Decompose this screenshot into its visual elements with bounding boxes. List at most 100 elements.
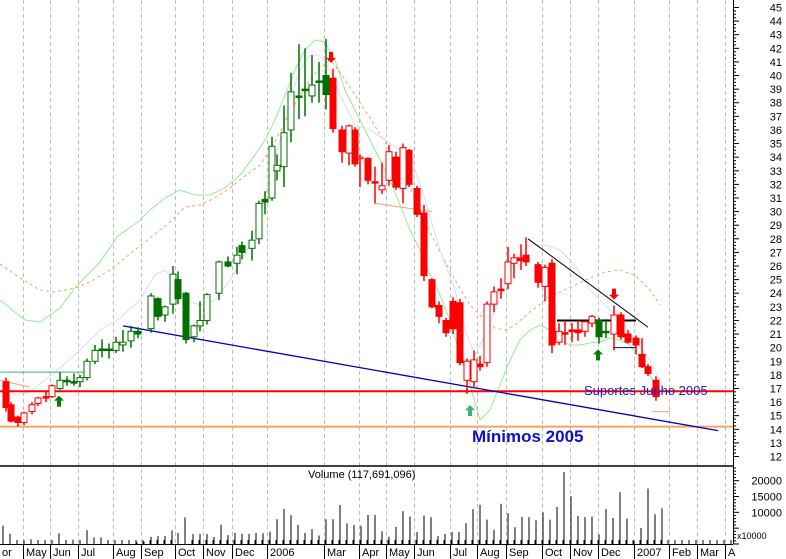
price-tick-label: 27: [770, 247, 782, 259]
price-tick-label: 40: [770, 71, 782, 83]
support-lines: [0, 390, 733, 428]
resistance-segment: [374, 202, 433, 213]
candle-body: [497, 288, 505, 292]
price-tick-label: 28: [770, 234, 782, 246]
month-label: Jun: [417, 547, 435, 559]
price-tick-label: 42: [770, 43, 782, 55]
candle-body: [356, 156, 364, 160]
price-tick-label: 16: [770, 397, 782, 409]
price-tick-label: 36: [770, 125, 782, 137]
candle-body: [638, 353, 646, 368]
month-label: Mar: [327, 547, 346, 559]
candle-body: [588, 315, 596, 324]
candle-body: [534, 264, 542, 283]
candle-body: [617, 314, 625, 338]
candle-body: [504, 261, 512, 285]
candle-body: [203, 294, 211, 321]
candle-body: [463, 360, 471, 381]
candle-body: [112, 341, 120, 351]
candle-body: [91, 349, 99, 362]
month-label: A: [728, 547, 736, 559]
candle-body: [295, 95, 303, 98]
candle-body: [345, 125, 353, 154]
volume-tick-label: 10000: [751, 507, 782, 519]
price-tick-label: 32: [770, 179, 782, 191]
candle-body: [476, 363, 484, 368]
price-tick-label: 34: [770, 152, 782, 164]
candle-body: [428, 279, 436, 308]
month-label: Dec: [235, 547, 255, 559]
candle-body: [42, 396, 50, 399]
candle-body: [510, 257, 518, 264]
month-label: Dec: [601, 547, 621, 559]
month-label: or: [2, 547, 12, 559]
month-label: Oct: [545, 547, 562, 559]
candlesticks: [2, 38, 660, 427]
candle-body: [624, 333, 632, 343]
price-tick-label: 43: [770, 30, 782, 42]
candle-body: [364, 158, 372, 181]
candle-body: [215, 261, 223, 294]
candle-body: [490, 291, 498, 305]
candle-body: [105, 348, 113, 352]
candle-body: [561, 332, 569, 335]
buy-arrow-icon: [54, 395, 64, 407]
trendline: [527, 238, 649, 328]
month-label: Sep: [509, 547, 529, 559]
candle-body: [280, 132, 288, 168]
price-tick-label: 29: [770, 220, 782, 232]
candle-body: [248, 239, 256, 249]
candle-body: [127, 330, 135, 342]
candle-body: [119, 341, 127, 346]
candle-body: [644, 366, 652, 375]
candle-body: [238, 245, 246, 253]
volume-bars: [2, 472, 663, 544]
price-tick-label: 12: [770, 452, 782, 464]
candle-body: [392, 156, 400, 188]
price-tick-label: 41: [770, 57, 782, 69]
candle-body: [555, 330, 563, 343]
annotation-minimos-2005: Mínimos 2005: [472, 427, 584, 446]
candle-body: [385, 151, 393, 181]
candle-body: [2, 381, 10, 409]
month-label: Feb: [672, 547, 691, 559]
candle-body: [413, 187, 421, 215]
candle-body: [134, 330, 142, 335]
candle-body: [378, 185, 386, 191]
candle-body: [610, 314, 618, 335]
price-tick-label: 35: [770, 139, 782, 151]
month-label: Mar: [700, 547, 719, 559]
candle-body: [287, 91, 295, 131]
price-tick-label: 30: [770, 207, 782, 219]
candle-body: [268, 145, 276, 199]
candle-body: [56, 379, 64, 389]
price-tick-label: 22: [770, 315, 782, 327]
candle-body: [28, 404, 36, 413]
price-tick-label: 23: [770, 302, 782, 314]
candle-body: [76, 377, 84, 383]
price-tick-label: 33: [770, 166, 782, 178]
candle-body: [48, 385, 56, 398]
candle-body: [63, 379, 71, 383]
candle-body: [652, 379, 660, 398]
buy-arrow-icon: [593, 349, 603, 361]
price-tick-label: 15: [770, 411, 782, 423]
price-tick-label: 13: [770, 438, 782, 450]
sell-arrow-icon: [609, 288, 619, 300]
candle-body: [405, 149, 413, 185]
candle-body: [83, 360, 91, 379]
candle-body: [322, 75, 330, 96]
candle-body: [255, 202, 263, 240]
price-tick-label: 21: [770, 329, 782, 341]
price-tick-label: 18: [770, 370, 782, 382]
price-tick-label: 19: [770, 356, 782, 368]
month-label: 2007: [637, 547, 661, 559]
month-label: Nov: [206, 547, 226, 559]
candle-body: [595, 319, 603, 338]
month-label: 2006: [270, 547, 294, 559]
candle-body: [34, 397, 42, 404]
candle-body: [483, 303, 491, 364]
price-tick-label: 45: [770, 3, 782, 15]
price-tick-label: 24: [770, 288, 782, 300]
